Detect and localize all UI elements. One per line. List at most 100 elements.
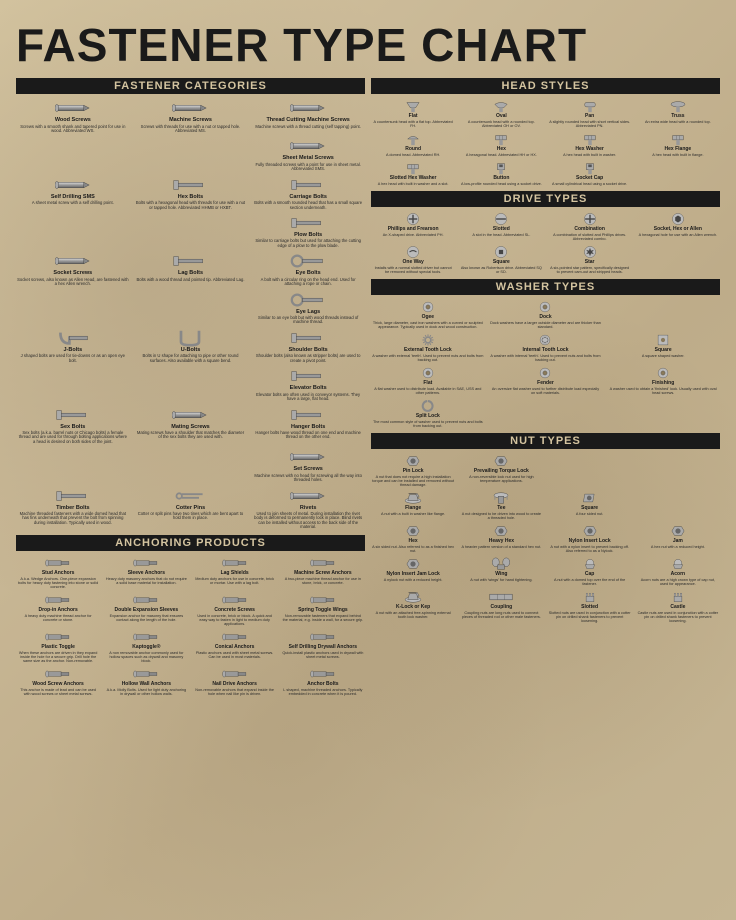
- thread-cutting-machine-screws-icon: [290, 99, 326, 117]
- grid-drives: Phillips and FrearsonAn X-shaped drive. …: [371, 211, 720, 275]
- item-desc: A domed head. Abbreviated RH.: [386, 153, 440, 157]
- item-categories-21: [16, 366, 130, 402]
- item-nuts-4: FlangeA nut with a built in washer like …: [371, 490, 455, 521]
- item-name: Hollow Wall Anchors: [122, 682, 171, 687]
- item-name: Pin Lock: [403, 469, 424, 474]
- concrete-screws-icon: [221, 593, 249, 607]
- item-nuts-9: Heavy HexA heavier pattern version of a …: [459, 523, 543, 554]
- item-name: Square: [655, 348, 672, 353]
- item-desc: The most common style of washer used to …: [372, 420, 484, 428]
- item-name: Spring Toggle Wings: [298, 608, 348, 613]
- item-desc: A nut designed to be driven into wood to…: [460, 512, 542, 520]
- hex-flange-icon: [664, 132, 692, 146]
- item-desc: Machine screws with a thread cutting (se…: [255, 125, 360, 129]
- item-categories-5: Sheet Metal ScrewsFully threaded screws …: [251, 136, 365, 172]
- pin-lock-icon: [399, 454, 427, 468]
- item-washers-8: FinishingA washer used to obtain a 'fini…: [606, 365, 720, 396]
- item-name: K-Lock or Kep: [396, 605, 430, 610]
- item-categories-32: RivetsUsed to join sheets of metal. Duri…: [251, 486, 365, 531]
- acorn-icon: [664, 557, 692, 571]
- item-name: Hex: [497, 147, 506, 152]
- nylon-insert-jam-lock-icon: [399, 557, 427, 571]
- item-nuts-17: CouplingCoupling nuts are long nuts used…: [459, 589, 543, 624]
- item-categories-11: Plow BoltsSimilar to carriage bolts but …: [251, 213, 365, 249]
- item-desc: Elevator bolts are often used in conveyo…: [252, 393, 364, 402]
- item-name: Socket Cap: [576, 176, 603, 181]
- item-categories-18: J-BoltsJ shaped bolts are used for tie-d…: [16, 328, 130, 364]
- item-name: Castle: [670, 605, 685, 610]
- ogee-icon: [414, 300, 442, 314]
- grid-anchoring: Stud AnchorsA.k.a. Wedge Anchors. One-pi…: [16, 555, 365, 697]
- item-desc: Cotter or split pins have two tines whic…: [135, 512, 247, 521]
- item-anchoring-10: Conical AnchorsPlastic anchors used with…: [193, 629, 277, 664]
- section-anchoring-title: ANCHORING PRODUCTS: [16, 535, 365, 551]
- section-washers-title: WASHER TYPES: [371, 279, 720, 295]
- split-lock-icon: [414, 399, 442, 413]
- item-desc: A washer with external 'teeth'. Used to …: [372, 354, 484, 362]
- u-bolts-icon: [172, 329, 208, 347]
- item-desc: A hex head with built in flange.: [652, 153, 703, 157]
- item-drives-7: [636, 244, 720, 275]
- hanger-bolts-icon: [290, 406, 326, 424]
- item-name: Socket Screws: [53, 271, 92, 277]
- item-categories-1: Machine ScrewsScrews with threads for us…: [134, 98, 248, 134]
- item-anchoring-14: Nail Drive AnchorsNon-removable anchors …: [193, 666, 277, 697]
- combination-icon: [576, 212, 604, 226]
- item-name: Internal Tooth Lock: [522, 348, 568, 353]
- item-categories-8: Carriage BoltsBolts with a smooth rounde…: [251, 175, 365, 211]
- flange-icon: [399, 491, 427, 505]
- slotted-icon: [576, 590, 604, 604]
- item-categories-23: Elevator BoltsElevator bolts are often u…: [251, 366, 365, 402]
- item-anchoring-15: Anchor BoltsL shaped, machine threaded a…: [281, 666, 365, 697]
- item-desc: A hex head with built in washer and a sl…: [378, 182, 449, 186]
- item-heads-3: TrussAn extra wide head with a rounded t…: [636, 98, 720, 129]
- finishing-icon: [649, 366, 677, 380]
- item-name: Wood Screws: [55, 118, 91, 124]
- item-name: Plastic Toggle: [41, 645, 75, 650]
- item-washers-2: [606, 299, 720, 330]
- item-categories-16: [134, 290, 248, 326]
- self-drilling-drywall-anchors-icon: [309, 630, 337, 644]
- coupling-icon: [487, 590, 515, 604]
- item-name: Hex Flange: [665, 147, 692, 152]
- item-name: External Tooth Lock: [404, 348, 452, 353]
- carriage-bolts-icon: [290, 176, 326, 194]
- item-drives-6: StarA six-pointed star pattern, specific…: [548, 244, 632, 275]
- jam-icon: [664, 524, 692, 538]
- item-name: Slotted Hex Washer: [390, 176, 437, 181]
- item-desc: Non-removable anchors that expand inside…: [194, 688, 276, 696]
- item-desc: An X-shaped drive. Abbreviated PH.: [383, 233, 444, 237]
- item-heads-10: Socket CapA small cylindrical head using…: [548, 160, 632, 187]
- item-desc: A six sided nut. Also referred to as a f…: [372, 545, 454, 553]
- item-desc: Shoulder bolts (also known as stripper b…: [252, 354, 364, 363]
- j-bolts-icon: [55, 329, 91, 347]
- item-desc: This anchor is made of lead and can be u…: [17, 688, 99, 696]
- item-name: Fender: [537, 381, 554, 386]
- item-name: Concrete Screws: [214, 608, 255, 613]
- item-name: Pan: [585, 114, 594, 119]
- item-desc: A nut with an attached free-spinning ext…: [372, 611, 454, 619]
- item-name: Thread Cutting Machine Screws: [266, 118, 349, 124]
- item-desc: Also known as Robertson drive. Abbreviat…: [460, 266, 542, 274]
- item-nuts-0: Pin LockA nut that does not require a hi…: [371, 453, 455, 488]
- item-nuts-15: AcornAcorn nuts are a high crown type of…: [636, 556, 720, 587]
- item-desc: An oversize flat washer used to further …: [490, 387, 602, 395]
- cotter-pins-icon: [172, 487, 208, 505]
- lag-bolts-icon: [172, 252, 208, 270]
- item-nuts-5: TeeA nut designed to be driven into wood…: [459, 490, 543, 521]
- item-heads-6: Hex WasherA hex head with built in washe…: [548, 131, 632, 158]
- nail-drive-anchors-icon: [221, 667, 249, 681]
- item-categories-9: [16, 213, 130, 249]
- item-name: Truss: [671, 114, 684, 119]
- grid-heads: FlatA countersunk head with a flat top. …: [371, 98, 720, 187]
- item-washers-4: Internal Tooth LockA washer with interna…: [489, 332, 603, 363]
- item-desc: A slightly rounded head with short verti…: [549, 120, 631, 128]
- item-name: Dock: [539, 315, 551, 320]
- set-screws-icon: [290, 448, 326, 466]
- item-anchoring-0: Stud AnchorsA.k.a. Wedge Anchors. One-pi…: [16, 555, 100, 590]
- item-desc: Acorn nuts are a high crown type of cap …: [637, 578, 719, 586]
- item-desc: A.k.a. Molly Bolts. Used for light duty …: [105, 688, 187, 696]
- item-desc: A nut that does not require a high insta…: [372, 475, 454, 487]
- section-heads-title: HEAD STYLES: [371, 78, 720, 94]
- item-name: Nylon Insert Jam Lock: [386, 572, 439, 577]
